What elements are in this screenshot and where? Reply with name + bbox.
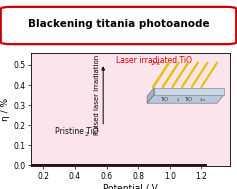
X-axis label: Potential / V: Potential / V [103,184,158,189]
Y-axis label: η / %: η / % [1,98,10,121]
Text: 2: 2 [85,132,89,137]
Text: Laser irradiated TiO: Laser irradiated TiO [116,56,192,65]
Text: Pulsed laser irradiation: Pulsed laser irradiation [94,55,100,135]
Text: Pristine TiO: Pristine TiO [55,127,98,136]
Text: Blackening titania photoanode: Blackening titania photoanode [28,19,209,29]
Text: 2-x: 2-x [150,61,160,66]
FancyBboxPatch shape [1,7,236,44]
